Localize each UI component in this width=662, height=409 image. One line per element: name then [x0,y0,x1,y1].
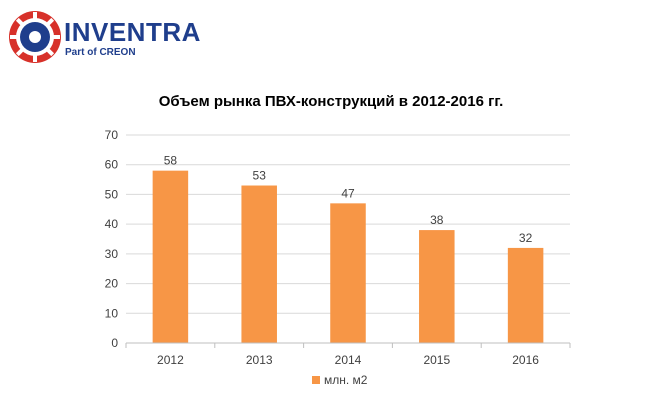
y-tick-label: 0 [111,336,118,350]
logo-name: INVENTRA [64,17,201,47]
bar [419,230,455,343]
x-tick-label: 2016 [512,353,539,367]
bar [152,170,189,343]
x-tick-label: 2015 [423,353,450,367]
y-tick-label: 60 [105,158,119,172]
chart-title: Объем рынка ПВХ-конструкций в 2012-2016 … [158,93,504,110]
y-tick-label: 10 [105,306,119,320]
legend-label: млн. м2 [324,373,368,387]
x-tick-label: 2012 [157,353,184,367]
data-label: 47 [341,186,355,200]
y-tick-label: 50 [105,187,119,201]
data-label: 58 [164,154,178,168]
inventra-logo: INVENTRA Part of CREON [8,10,208,66]
logo-tagline: Part of CREON [65,47,136,58]
data-label: 32 [519,231,533,245]
y-tick-label: 20 [105,277,119,291]
x-tick-label: 2014 [335,353,362,367]
bar [241,185,277,343]
data-label: 38 [430,213,444,227]
bar [330,203,366,343]
logo-gear-icon [9,11,61,63]
y-tick-label: 70 [105,128,119,142]
x-tick-label: 2013 [246,353,273,367]
bar [507,247,544,343]
legend-swatch [312,376,320,384]
legend: млн. м2 [312,373,368,387]
y-tick-label: 40 [105,217,119,231]
data-label: 53 [253,169,267,183]
bars: 58 53 47 38 32 [152,154,544,343]
axes: 0 10 20 30 40 50 60 70 2012 2013 2014 2015 2016 [105,128,571,367]
y-tick-label: 30 [105,247,119,261]
